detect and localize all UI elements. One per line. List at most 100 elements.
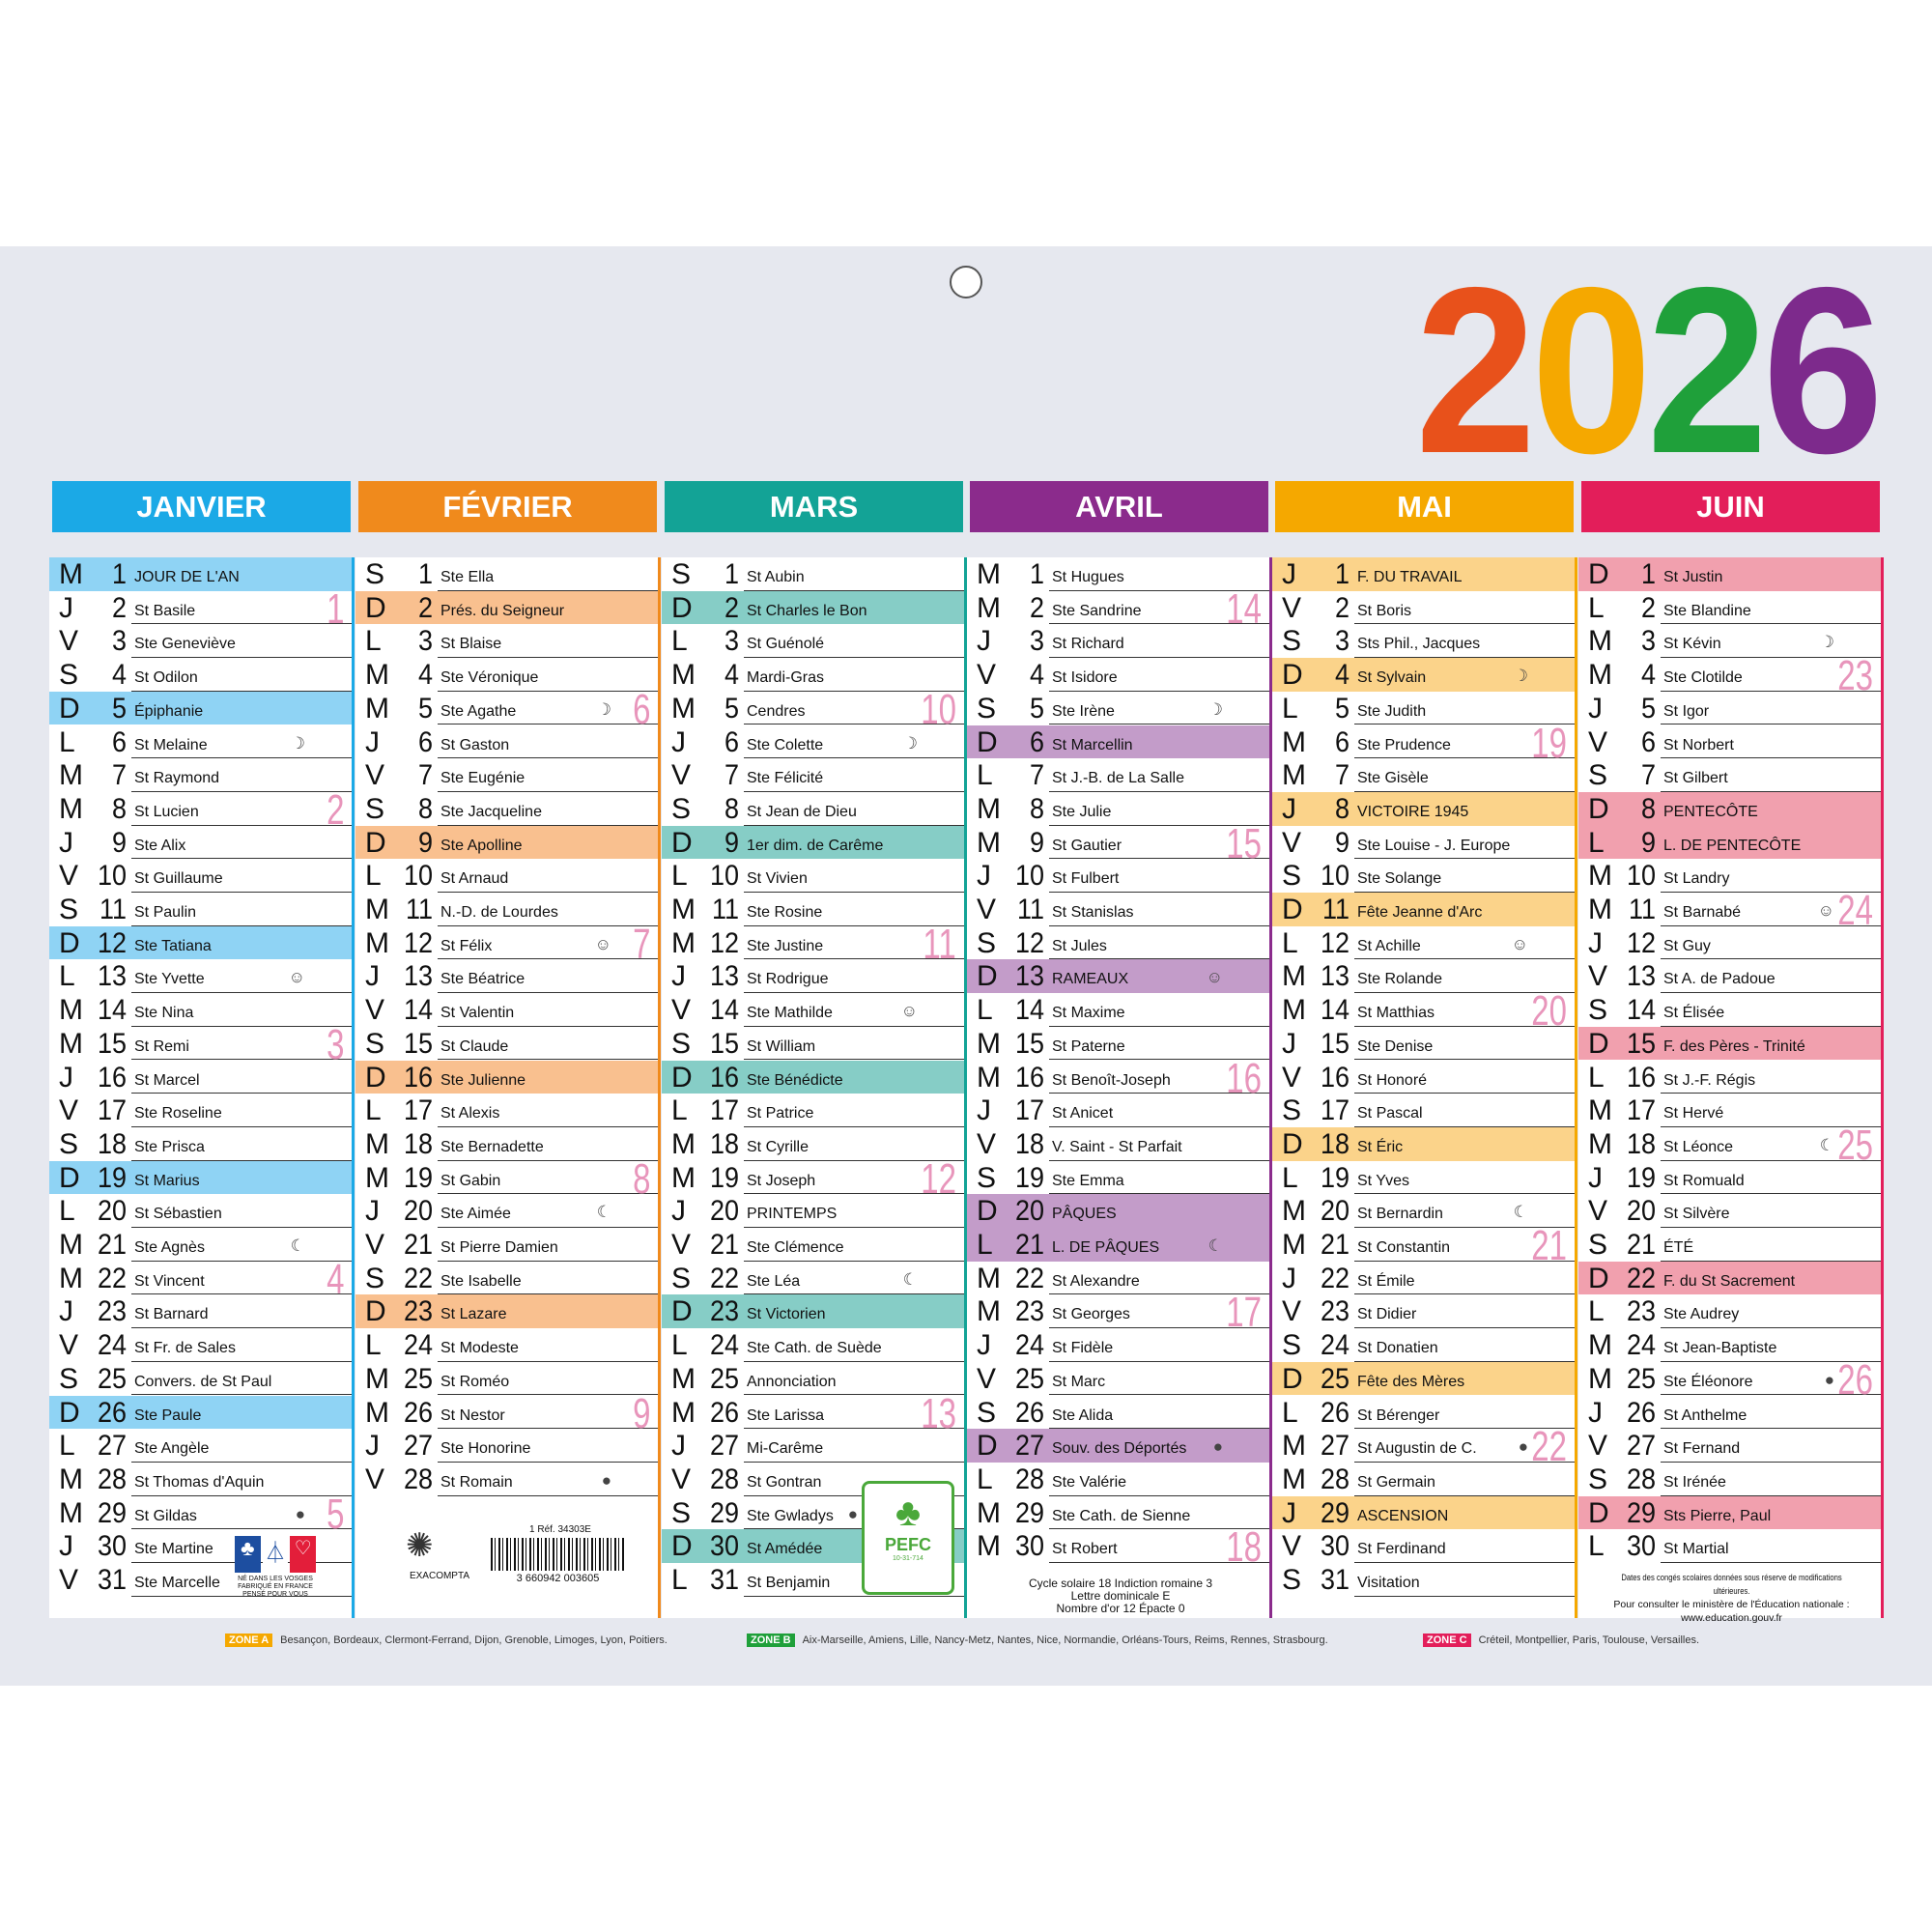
day-row[interactable]: L 17 St Patrice bbox=[662, 1094, 964, 1127]
day-row[interactable]: V 23 St Didier bbox=[1272, 1294, 1575, 1329]
day-row[interactable]: J 26 St Anthelme bbox=[1578, 1396, 1881, 1430]
day-row[interactable]: M 11 St Barnabé 24 ☺ bbox=[1578, 890, 1881, 932]
day-row[interactable]: M 5 Ste Agathe 6 ☽ bbox=[355, 688, 658, 730]
day-row[interactable]: M 20 St Bernardin ☾ bbox=[1272, 1194, 1575, 1228]
day-row[interactable]: J 6 Ste Colette ☽ bbox=[662, 725, 964, 759]
day-row[interactable]: S 15 St Claude bbox=[355, 1027, 658, 1061]
day-row[interactable]: D 16 Ste Julienne bbox=[355, 1060, 658, 1094]
day-row[interactable]: V 13 St A. de Padoue bbox=[1578, 959, 1881, 994]
day-row[interactable]: S 3 Sts Phil., Jacques bbox=[1272, 624, 1575, 659]
day-row[interactable]: D 26 Ste Paule bbox=[49, 1395, 352, 1430]
day-row[interactable]: D 5 Épiphanie bbox=[49, 691, 352, 725]
day-row[interactable]: M 18 Ste Bernadette bbox=[355, 1127, 658, 1161]
day-row[interactable]: M 3 St Kévin ☽ bbox=[1578, 624, 1881, 659]
day-row[interactable]: M 13 Ste Rolande bbox=[1272, 959, 1575, 994]
day-row[interactable]: J 16 St Marcel bbox=[49, 1061, 352, 1094]
day-row[interactable]: S 24 St Donatien bbox=[1272, 1328, 1575, 1362]
day-row[interactable]: S 25 Convers. de St Paul bbox=[49, 1362, 352, 1396]
day-row[interactable]: J 8 VICTOIRE 1945 bbox=[1272, 791, 1575, 826]
day-row[interactable]: M 12 St Félix 7 ☺ bbox=[355, 923, 658, 965]
day-row[interactable]: M 14 Ste Nina bbox=[49, 993, 352, 1027]
day-row[interactable]: L 3 St Guénolé bbox=[662, 624, 964, 659]
day-row[interactable]: S 22 Ste Isabelle bbox=[355, 1262, 658, 1295]
day-row[interactable]: V 3 Ste Geneviève bbox=[49, 624, 352, 659]
day-row[interactable]: D 29 Sts Pierre, Paul bbox=[1578, 1495, 1881, 1530]
day-row[interactable]: S 21 ÉTÉ bbox=[1578, 1228, 1881, 1262]
day-row[interactable]: L 21 L. DE PÂQUES ☾ bbox=[967, 1228, 1269, 1262]
day-row[interactable]: V 7 Ste Félicité bbox=[662, 758, 964, 792]
day-row[interactable]: V 27 St Fernand bbox=[1578, 1429, 1881, 1463]
day-row[interactable]: J 10 St Fulbert bbox=[967, 859, 1269, 893]
day-row[interactable]: J 3 St Richard bbox=[967, 624, 1269, 659]
day-row[interactable]: V 2 St Boris bbox=[1272, 591, 1575, 625]
day-row[interactable]: V 24 St Fr. de Sales bbox=[49, 1328, 352, 1362]
day-row[interactable]: M 28 St Thomas d'Aquin bbox=[49, 1463, 352, 1496]
day-row[interactable]: S 31 Visitation bbox=[1272, 1563, 1575, 1597]
day-row[interactable]: S 14 St Élisée bbox=[1578, 993, 1881, 1027]
day-row[interactable]: J 17 St Anicet bbox=[967, 1094, 1269, 1127]
day-row[interactable]: M 18 St Cyrille bbox=[662, 1127, 964, 1161]
day-row[interactable]: M 4 Ste Véronique bbox=[355, 658, 658, 692]
day-row[interactable]: L 5 Ste Judith bbox=[1272, 692, 1575, 725]
day-row[interactable]: M 1 St Hugues bbox=[967, 557, 1269, 591]
day-row[interactable]: D 8 PENTECÔTE bbox=[1578, 791, 1881, 826]
day-row[interactable]: M 17 St Hervé bbox=[1578, 1094, 1881, 1127]
day-row[interactable]: M 4 Ste Clotilde 23 bbox=[1578, 655, 1881, 697]
day-row[interactable]: J 15 Ste Denise bbox=[1272, 1027, 1575, 1061]
day-row[interactable]: M 25 Ste Éléonore 26 ● bbox=[1578, 1358, 1881, 1401]
day-row[interactable]: L 24 St Modeste bbox=[355, 1328, 658, 1362]
day-row[interactable]: D 27 Souv. des Déportés ● bbox=[967, 1429, 1269, 1463]
day-row[interactable]: M 22 St Vincent 4 bbox=[49, 1258, 352, 1300]
day-row[interactable]: J 13 Ste Béatrice bbox=[355, 959, 658, 994]
day-row[interactable]: M 30 St Robert 18 bbox=[967, 1526, 1269, 1569]
day-row[interactable]: S 15 St William bbox=[662, 1027, 964, 1061]
day-row[interactable]: D 11 Fête Jeanne d'Arc bbox=[1272, 893, 1575, 926]
day-row[interactable]: S 4 St Odilon bbox=[49, 658, 352, 692]
day-row[interactable]: M 19 St Gabin 8 bbox=[355, 1157, 658, 1200]
day-row[interactable]: D 16 Ste Bénédicte bbox=[662, 1060, 964, 1094]
day-row[interactable]: J 24 St Fidèle bbox=[967, 1328, 1269, 1362]
day-row[interactable]: D 23 St Victorien bbox=[662, 1294, 964, 1329]
day-row[interactable]: V 30 St Ferdinand bbox=[1272, 1529, 1575, 1563]
day-row[interactable]: S 18 Ste Prisca bbox=[49, 1127, 352, 1161]
day-row[interactable]: L 10 St Arnaud bbox=[355, 859, 658, 893]
day-row[interactable]: J 20 Ste Aimée ☾ bbox=[355, 1194, 658, 1228]
day-row[interactable]: J 6 St Gaston bbox=[355, 725, 658, 759]
day-row[interactable]: V 14 Ste Mathilde ☺ bbox=[662, 993, 964, 1027]
day-row[interactable]: L 6 St Melaine ☽ bbox=[49, 725, 352, 759]
day-row[interactable]: D 25 Fête des Mères bbox=[1272, 1361, 1575, 1396]
day-row[interactable]: L 2 Ste Blandine bbox=[1578, 591, 1881, 625]
day-row[interactable]: V 18 V. Saint - St Parfait bbox=[967, 1127, 1269, 1161]
day-row[interactable]: J 22 St Émile bbox=[1272, 1262, 1575, 1295]
day-row[interactable]: M 4 Mardi-Gras bbox=[662, 658, 964, 692]
day-row[interactable]: M 11 N.-D. de Lourdes bbox=[355, 893, 658, 926]
day-row[interactable]: J 13 St Rodrigue bbox=[662, 959, 964, 994]
day-row[interactable]: J 27 Mi-Carême bbox=[662, 1429, 964, 1463]
day-row[interactable]: L 19 St Yves bbox=[1272, 1161, 1575, 1195]
day-row[interactable]: M 2 Ste Sandrine 14 bbox=[967, 587, 1269, 630]
day-row[interactable]: S 22 Ste Léa ☾ bbox=[662, 1262, 964, 1295]
day-row[interactable]: M 8 Ste Julie bbox=[967, 792, 1269, 826]
day-row[interactable]: V 11 St Stanislas bbox=[967, 893, 1269, 926]
day-row[interactable]: S 26 Ste Alida bbox=[967, 1396, 1269, 1430]
day-row[interactable]: M 26 Ste Larissa 13 bbox=[662, 1392, 964, 1435]
day-row[interactable]: M 21 Ste Agnès ☾ bbox=[49, 1228, 352, 1262]
day-row[interactable]: M 21 St Constantin 21 bbox=[1272, 1225, 1575, 1267]
day-row[interactable]: D 22 F. du St Sacrement bbox=[1578, 1261, 1881, 1295]
day-row[interactable]: V 9 Ste Louise - J. Europe bbox=[1272, 826, 1575, 860]
day-row[interactable]: D 23 St Lazare bbox=[355, 1294, 658, 1329]
day-row[interactable]: V 7 Ste Eugénie bbox=[355, 758, 658, 792]
day-row[interactable]: M 6 Ste Prudence 19 bbox=[1272, 722, 1575, 764]
day-row[interactable]: D 12 Ste Tatiana bbox=[49, 925, 352, 960]
day-row[interactable]: L 31 St Benjamin bbox=[662, 1563, 964, 1597]
day-row[interactable]: L 20 St Sébastien bbox=[49, 1194, 352, 1228]
day-row[interactable]: V 21 St Pierre Damien bbox=[355, 1228, 658, 1262]
day-row[interactable]: S 29 Ste Gwladys ● bbox=[662, 1496, 964, 1530]
day-row[interactable]: V 10 St Guillaume bbox=[49, 859, 352, 893]
day-row[interactable]: S 28 St Irénée bbox=[1578, 1463, 1881, 1496]
day-row[interactable]: J 27 Ste Honorine bbox=[355, 1429, 658, 1463]
day-row[interactable]: L 17 St Alexis bbox=[355, 1094, 658, 1127]
day-row[interactable]: L 14 St Maxime bbox=[967, 993, 1269, 1027]
day-row[interactable]: J 12 St Guy bbox=[1578, 926, 1881, 960]
day-row[interactable]: D 18 St Éric bbox=[1272, 1126, 1575, 1161]
